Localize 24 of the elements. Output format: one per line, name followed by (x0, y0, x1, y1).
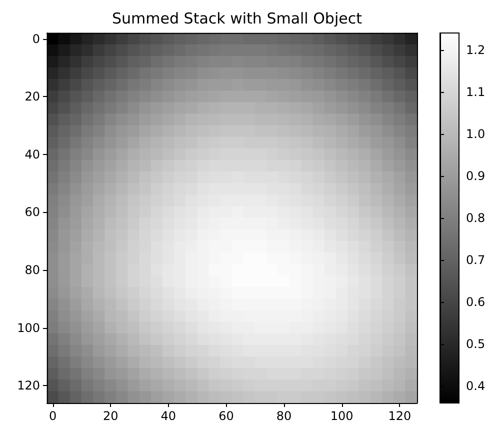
y-tick-label: 80 (24, 263, 40, 278)
color-bar-label: 0.6 (466, 295, 486, 310)
x-tick-label: 60 (218, 409, 234, 423)
y-tick-label: 40 (24, 147, 40, 162)
y-tick-label: 60 (24, 205, 40, 220)
color-bar-label: 1.1 (466, 84, 486, 99)
color-bar-label: 1.2 (466, 42, 486, 57)
y-tick-label: 120 (17, 378, 40, 393)
y-tick-label: 0 (32, 32, 40, 46)
color-bar-label: 0.5 (466, 337, 486, 352)
y-tick-label: 100 (17, 320, 40, 335)
x-tick-label: 20 (102, 409, 118, 423)
color-bar-label: 1.0 (466, 126, 486, 141)
x-tick-label: 120 (388, 409, 412, 423)
x-tick-label: 0 (48, 409, 57, 423)
chart-title: Summed Stack with Small Object (112, 10, 362, 28)
color-bar-label: 0.4 (466, 379, 486, 394)
color-bar-label: 0.9 (466, 168, 486, 183)
x-tick-label: 100 (330, 409, 354, 423)
color-bar-label: 0.8 (466, 211, 486, 225)
y-tick-label: 20 (24, 90, 40, 104)
x-tick-label: 80 (276, 409, 292, 423)
color-bar-label: 0.7 (466, 253, 486, 268)
x-tick-label: 40 (160, 409, 176, 423)
